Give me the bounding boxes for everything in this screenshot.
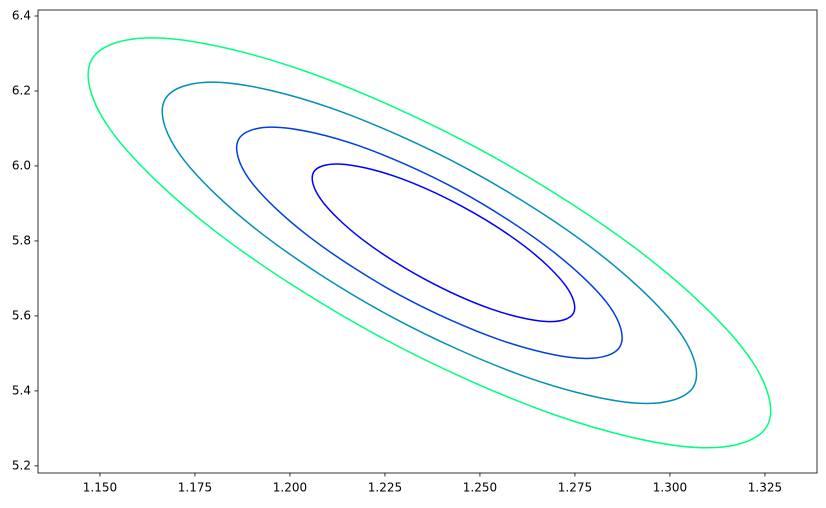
y-tick-label: 6.4 [12, 8, 31, 22]
x-tick-label: 1.300 [653, 481, 687, 495]
y-tick-label: 5.6 [12, 308, 31, 322]
x-tick-label: 1.200 [273, 481, 307, 495]
plot-area [38, 10, 817, 473]
y-tick-label: 6.0 [12, 158, 31, 172]
contour-line [161, 81, 698, 405]
y-tick-label: 5.2 [12, 458, 31, 472]
contour-line [311, 163, 576, 323]
contour-line [235, 126, 623, 360]
plot-frame [37, 9, 818, 474]
x-tick-label: 1.150 [83, 481, 117, 495]
x-tick-label: 1.250 [463, 481, 497, 495]
y-tick-label: 6.2 [12, 83, 31, 97]
x-tick-label: 1.175 [178, 481, 212, 495]
x-tick-label: 1.275 [558, 481, 592, 495]
contour-line [87, 37, 772, 449]
x-tick-label: 1.325 [748, 481, 782, 495]
x-tick-label: 1.225 [368, 481, 402, 495]
y-tick-label: 5.8 [12, 233, 31, 247]
y-tick-label: 5.4 [12, 383, 31, 397]
